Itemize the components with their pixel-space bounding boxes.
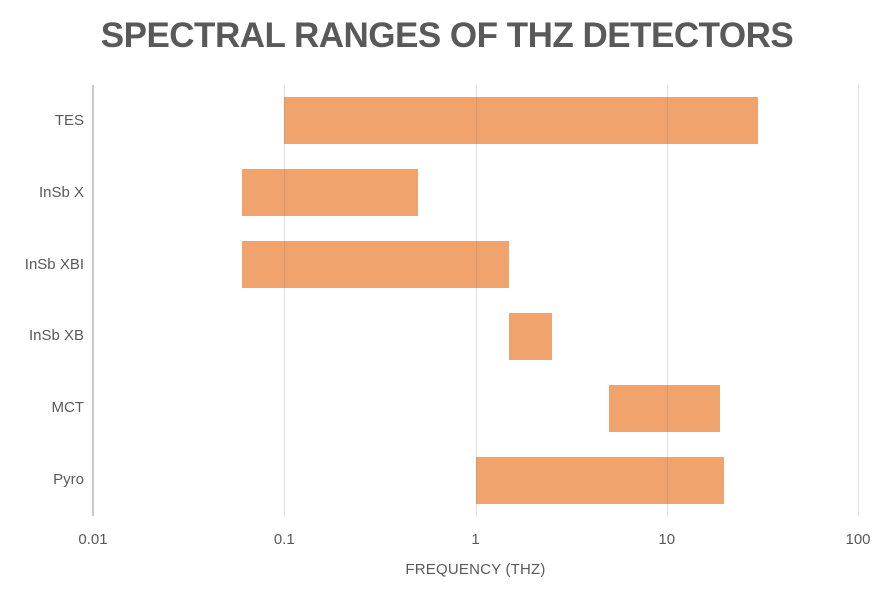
category-label-pyro: Pyro (53, 471, 84, 489)
gridline-1 (475, 85, 477, 516)
gridline-0.1 (284, 85, 286, 516)
range-bar-pyro (475, 456, 725, 504)
range-bar-insb-xb (509, 312, 552, 360)
x-tick-label-0.01: 0.01 (78, 531, 108, 548)
category-axis-line (92, 85, 94, 516)
x-axis-title: FREQUENCY (THZ) (405, 561, 546, 578)
x-tick-label-100: 100 (845, 531, 871, 548)
x-tick-label-1: 1 (471, 531, 480, 548)
category-label-mct: MCT (51, 399, 85, 417)
category-label-insb-xb: InSb XB (28, 327, 84, 345)
x-tick-label-0.1: 0.1 (273, 531, 295, 548)
range-bar-tes (284, 97, 758, 145)
category-label-insb-xbi: InSb XBI (24, 255, 84, 273)
range-bar-insb-xbi (241, 241, 510, 289)
range-bar-insb-x (241, 169, 418, 217)
gridline-10 (666, 85, 668, 516)
x-tick-label-10: 10 (658, 531, 676, 548)
gridline-100 (858, 85, 859, 516)
chart-title: SPECTRAL RANGES OF THZ DETECTORS (100, 16, 794, 55)
category-label-insb-x: InSb X (38, 183, 84, 201)
category-label-tes: TES (54, 111, 84, 129)
range-bar-mct (609, 384, 721, 432)
